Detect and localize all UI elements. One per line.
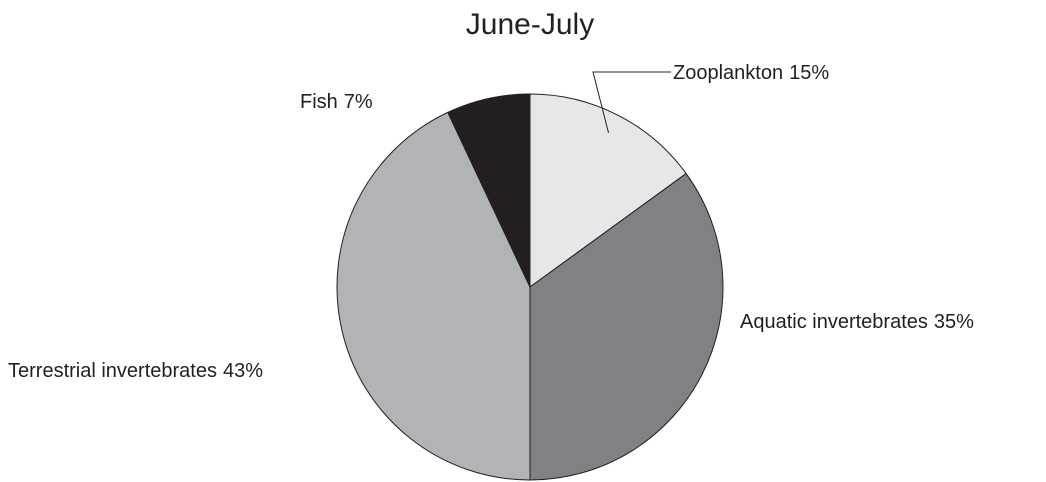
- pie-slice: [529, 93, 687, 288]
- pie-slice: [529, 172, 724, 481]
- value-label: 43%: [223, 360, 263, 382]
- value-label: 35%: [934, 311, 974, 333]
- slice-label: Aquatic invertebrates 35%: [740, 311, 974, 333]
- category-name: Aquatic invertebrates: [740, 311, 928, 333]
- value-label: 7%: [344, 91, 373, 113]
- value-label: 15%: [789, 62, 829, 84]
- leader-line: [592, 71, 671, 133]
- category-name: Fish: [300, 91, 338, 113]
- pie-slice: [336, 111, 531, 481]
- chart-title: June-July: [466, 8, 594, 41]
- category-name: Terrestrial invertebrates: [8, 360, 217, 382]
- slice-label: Terrestrial invertebrates 43%: [8, 360, 263, 382]
- category-name: Zooplankton: [673, 62, 783, 84]
- slice-label: Fish 7%: [300, 91, 373, 113]
- slice-label: Zooplankton 15%: [673, 62, 829, 84]
- pie-slice: [447, 93, 531, 288]
